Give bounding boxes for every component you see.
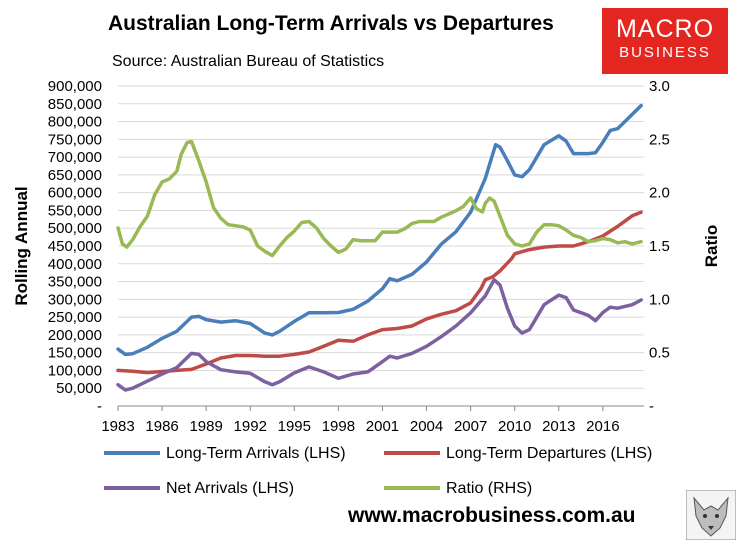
legend-swatch [104,450,160,455]
legend-label: Net Arrivals (LHS) [166,480,295,497]
legend-label: Long-Term Departures (LHS) [446,445,653,462]
y-tick-label: 350,000 [48,274,102,291]
legend-swatch [384,450,440,455]
y-axis-title: Rolling Annual [12,186,31,305]
y-tick-label: 750,000 [48,131,102,148]
chart-title: Australian Long-Term Arrivals vs Departu… [108,12,554,35]
legend-item-departures: Long-Term Departures (LHS) [384,444,652,464]
y-tick-label: - [97,398,102,415]
logo-line-1: MACRO [615,15,715,43]
y2-axis-title: Ratio [702,225,721,268]
y-tick-label: 100,000 [48,362,102,379]
legend-label: Ratio (RHS) [446,480,533,497]
y-tick-label: 300,000 [48,291,102,308]
x-tick-label: 2010 [498,418,531,435]
y-tick-label: 800,000 [48,114,102,131]
series-line-arrivals [116,103,643,357]
y-tick-label: 650,000 [48,167,102,184]
y-tick-label: 50,000 [56,380,102,397]
website-url[interactable]: www.macrobusiness.com.au [348,504,636,527]
x-tick-label: 1992 [234,418,267,435]
chart-subtitle: Source: Australian Bureau of Statistics [112,53,385,70]
x-tick-label: 2001 [366,418,399,435]
y-tick-label: 250,000 [48,309,102,326]
x-tick-label: 2013 [542,418,575,435]
x-tick-label: 1983 [101,418,134,435]
legend-swatch [104,485,160,490]
legend-label: Long-Term Arrivals (LHS) [166,445,346,462]
x-tick-label: 1989 [189,418,222,435]
wolf-logo-icon [686,490,736,540]
legend-item-arrivals: Long-Term Arrivals (LHS) [104,444,346,464]
y-tick-label: 400,000 [48,256,102,273]
x-tick-label: 1986 [145,418,178,435]
y2-tick-label: 2.5 [649,131,670,148]
x-tick-label: 2007 [454,418,487,435]
x-tick-label: 1998 [322,418,355,435]
y-tick-label: 500,000 [48,220,102,237]
x-tick-label: 2016 [586,418,619,435]
y-tick-label: 450,000 [48,238,102,255]
x-tick-label: 2004 [410,418,443,435]
y2-tick-label: 1.5 [649,238,670,255]
y2-tick-label: 2.0 [649,185,670,202]
legend-swatch [384,485,440,490]
y-tick-label: 600,000 [48,185,102,202]
macrobusiness-logo: MACRO BUSINESS [602,8,728,74]
series-line-net [116,278,643,392]
logo-line-2: BUSINESS [619,44,711,61]
y2-tick-label: 0.5 [649,345,670,362]
legend-item-net: Net Arrivals (LHS) [104,479,294,499]
y-tick-label: 550,000 [48,202,102,219]
legend-item-ratio: Ratio (RHS) [384,479,532,499]
y-tick-label: 850,000 [48,96,102,113]
y2-tick-label: 1.0 [649,291,670,308]
y2-tick-label: 3.0 [649,78,670,95]
y-tick-label: 200,000 [48,327,102,344]
series-line-departures [116,210,643,375]
y2-tick-label: - [649,398,654,415]
series-line-ratio [116,139,643,258]
y-tick-label: 900,000 [48,78,102,95]
y-tick-label: 150,000 [48,345,102,362]
x-tick-label: 1995 [278,418,311,435]
y-tick-label: 700,000 [48,149,102,166]
